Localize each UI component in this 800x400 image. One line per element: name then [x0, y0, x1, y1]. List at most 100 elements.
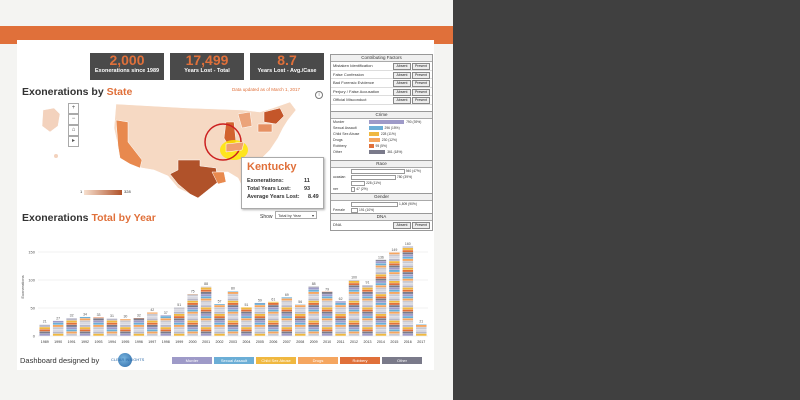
- bar-segment: [402, 285, 414, 288]
- bar[interactable]: [362, 285, 373, 336]
- legend-item[interactable]: Sexual Assault: [214, 357, 254, 364]
- factor-present-button[interactable]: Present: [412, 71, 430, 79]
- bar-segment: [147, 322, 158, 325]
- crime-row[interactable]: Drugs 230 (12%): [331, 137, 432, 143]
- logo-icon[interactable]: [118, 353, 132, 367]
- show-dropdown[interactable]: Total by Year ▾: [275, 211, 317, 219]
- x-tick-label: 2000: [189, 340, 197, 344]
- map-zoom-out-button[interactable]: −: [68, 114, 79, 125]
- bar-segment: [214, 314, 225, 316]
- bar[interactable]: [375, 259, 387, 336]
- race-row[interactable]: ner 47 (2%): [331, 186, 432, 192]
- factor-present-button[interactable]: Present: [412, 88, 430, 96]
- bar-segment: [362, 325, 373, 327]
- bar-segment: [187, 314, 198, 316]
- factor-present-button[interactable]: Present: [412, 80, 430, 87]
- map-home-button[interactable]: ⌂: [68, 125, 79, 136]
- crime-row[interactable]: Robbery 95 (5%): [331, 143, 432, 149]
- bar[interactable]: [227, 291, 239, 336]
- factor-absent-button[interactable]: Absent: [393, 97, 411, 104]
- y-tick-label: 50: [31, 306, 36, 311]
- bar-segment: [375, 325, 387, 327]
- bar[interactable]: [214, 304, 225, 336]
- factor-present-button[interactable]: Present: [412, 63, 430, 70]
- bar[interactable]: [254, 302, 266, 336]
- race-row[interactable]: 228 (11%): [331, 180, 432, 186]
- bar[interactable]: [281, 297, 293, 336]
- legend-item[interactable]: Drugs: [298, 357, 338, 364]
- bar-segment: [133, 331, 145, 334]
- bar[interactable]: [173, 307, 185, 336]
- bar-segment: [402, 270, 414, 272]
- bar[interactable]: [106, 318, 118, 336]
- bar-segment: [281, 314, 293, 316]
- bar[interactable]: [294, 304, 306, 336]
- legend-item[interactable]: Murder: [172, 357, 212, 364]
- crime-row[interactable]: Sexual Assault 296 (15%): [331, 125, 432, 131]
- crime-row[interactable]: Other 361 (18%): [331, 149, 432, 155]
- bar-segment: [375, 263, 387, 266]
- bar[interactable]: [335, 301, 346, 336]
- dna-present-button[interactable]: Present: [412, 222, 430, 229]
- bar-segment: [375, 305, 387, 308]
- legend-item[interactable]: Child Sex Abuse: [256, 357, 296, 364]
- bar[interactable]: [160, 315, 172, 336]
- race-row[interactable]: ucasian 780 (39%): [331, 174, 432, 180]
- bar[interactable]: [241, 307, 252, 336]
- bar-segment: [402, 314, 414, 316]
- bar-segment: [187, 296, 198, 299]
- bar[interactable]: [39, 324, 50, 336]
- bar[interactable]: [402, 246, 414, 336]
- bar-value-label: 30: [123, 315, 127, 319]
- bar[interactable]: [321, 291, 333, 336]
- bar[interactable]: [93, 317, 104, 336]
- bar[interactable]: [200, 286, 212, 336]
- factor-absent-button[interactable]: Absent: [393, 80, 411, 87]
- bar[interactable]: [66, 318, 77, 336]
- bar[interactable]: [120, 319, 131, 336]
- bar[interactable]: [389, 252, 400, 336]
- gender-row[interactable]: Female 191 (10%): [331, 207, 432, 213]
- bar-segment: [375, 314, 387, 316]
- bar-segment: [133, 327, 145, 330]
- factor-absent-button[interactable]: Absent: [393, 63, 411, 70]
- map-zoom-in-button[interactable]: +: [68, 103, 79, 114]
- bar[interactable]: [79, 316, 91, 336]
- legend-item[interactable]: Robbery: [340, 357, 380, 364]
- crime-row[interactable]: Child Sex Abuse 228 (11%): [331, 131, 432, 137]
- bar-segment: [173, 311, 185, 314]
- kpi-value: 17,499: [185, 52, 229, 68]
- bar-segment: [308, 333, 319, 336]
- factor-absent-button[interactable]: Absent: [393, 71, 411, 79]
- factor-present-button[interactable]: Present: [412, 97, 430, 104]
- bar[interactable]: [268, 301, 279, 336]
- bar-segment: [66, 320, 77, 323]
- y-axis-label: Exonerations: [20, 275, 25, 298]
- bar[interactable]: [348, 280, 360, 336]
- crime-row[interactable]: Murder 790 (39%): [331, 119, 432, 125]
- crime-label: Other: [333, 149, 342, 154]
- bar-segment: [335, 314, 346, 316]
- dna-absent-button[interactable]: Absent: [393, 222, 411, 229]
- x-tick-label: 2003: [229, 340, 237, 344]
- bar[interactable]: [147, 312, 158, 336]
- map-pan-button[interactable]: ▸: [68, 136, 79, 147]
- factor-absent-button[interactable]: Absent: [393, 88, 411, 96]
- bar-segment: [227, 325, 239, 327]
- bar[interactable]: [52, 320, 64, 336]
- gender-row[interactable]: 1,809 (90%): [331, 201, 432, 207]
- bar-segment: [160, 318, 172, 321]
- bar-value-label: 61: [271, 297, 275, 301]
- bar-segment: [294, 327, 306, 330]
- bar-segment: [268, 325, 279, 327]
- bar[interactable]: [416, 324, 427, 336]
- race-row[interactable]: 940 (47%): [331, 168, 432, 174]
- us-choropleth-map[interactable]: [38, 98, 298, 202]
- bar[interactable]: [308, 286, 319, 336]
- legend-item[interactable]: Other: [382, 357, 422, 364]
- bar[interactable]: [187, 294, 198, 336]
- bar-segment: [389, 311, 400, 314]
- info-icon[interactable]: i: [315, 91, 323, 99]
- bar[interactable]: [133, 318, 145, 336]
- bar-segment: [93, 331, 104, 334]
